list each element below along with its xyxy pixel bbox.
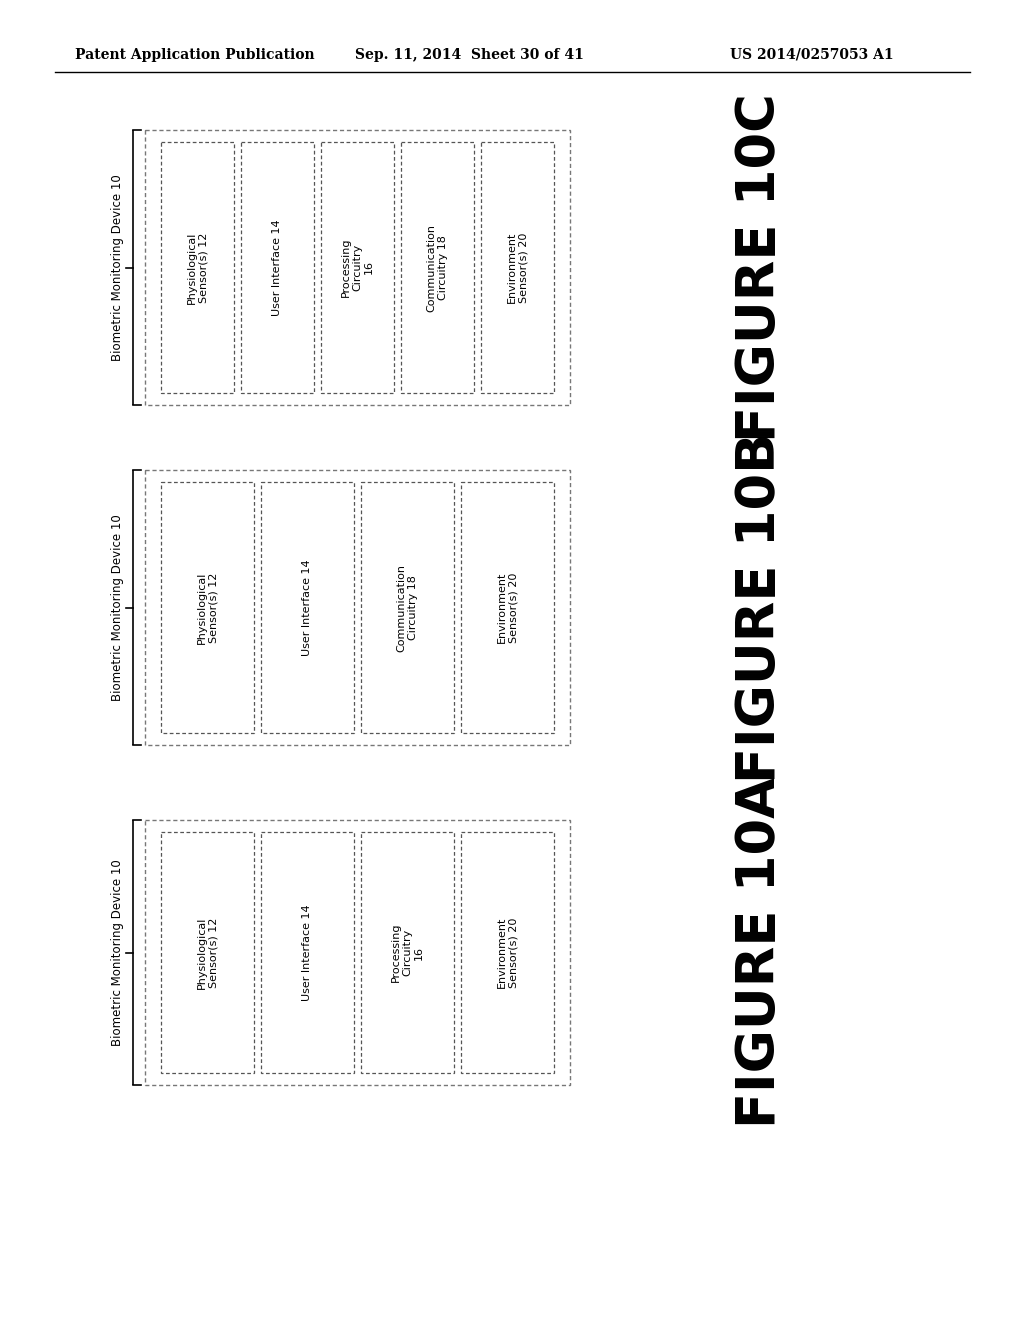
- Text: FIGURE 10B: FIGURE 10B: [734, 433, 786, 783]
- Text: US 2014/0257053 A1: US 2014/0257053 A1: [730, 48, 894, 62]
- Bar: [161, 143, 234, 393]
- Bar: [461, 832, 554, 1073]
- Text: Environment
Sensor(s) 20: Environment Sensor(s) 20: [497, 917, 518, 989]
- Text: Processing
Circuitry
16: Processing Circuitry 16: [391, 923, 424, 982]
- Text: FIGURE 10A: FIGURE 10A: [734, 777, 786, 1129]
- Text: Physiological
Sensor(s) 12: Physiological Sensor(s) 12: [197, 572, 218, 644]
- Bar: [361, 832, 454, 1073]
- Text: Biometric Monitoring Device 10: Biometric Monitoring Device 10: [111, 859, 124, 1045]
- Bar: [145, 129, 570, 405]
- Bar: [321, 143, 394, 393]
- Text: Physiological
Sensor(s) 12: Physiological Sensor(s) 12: [186, 231, 208, 304]
- Text: Environment
Sensor(s) 20: Environment Sensor(s) 20: [507, 232, 528, 304]
- Bar: [461, 482, 554, 733]
- Bar: [241, 143, 314, 393]
- Text: Communication
Circuitry 18: Communication Circuitry 18: [396, 564, 418, 652]
- Text: Environment
Sensor(s) 20: Environment Sensor(s) 20: [497, 572, 518, 643]
- Text: Biometric Monitoring Device 10: Biometric Monitoring Device 10: [111, 174, 124, 360]
- Bar: [145, 470, 570, 744]
- Text: Biometric Monitoring Device 10: Biometric Monitoring Device 10: [111, 513, 124, 701]
- Text: Communication
Circuitry 18: Communication Circuitry 18: [427, 223, 449, 312]
- Bar: [261, 482, 354, 733]
- Text: User Interface 14: User Interface 14: [272, 219, 283, 315]
- Text: Sep. 11, 2014  Sheet 30 of 41: Sep. 11, 2014 Sheet 30 of 41: [355, 48, 584, 62]
- Bar: [161, 832, 254, 1073]
- Text: User Interface 14: User Interface 14: [302, 560, 312, 656]
- Bar: [161, 482, 254, 733]
- Bar: [261, 832, 354, 1073]
- Bar: [145, 820, 570, 1085]
- Text: User Interface 14: User Interface 14: [302, 904, 312, 1001]
- Bar: [481, 143, 554, 393]
- Text: Processing
Circuitry
16: Processing Circuitry 16: [341, 238, 374, 297]
- Text: Patent Application Publication: Patent Application Publication: [75, 48, 314, 62]
- Bar: [361, 482, 454, 733]
- Bar: [401, 143, 474, 393]
- Text: FIGURE 10C: FIGURE 10C: [734, 94, 786, 442]
- Text: Physiological
Sensor(s) 12: Physiological Sensor(s) 12: [197, 916, 218, 989]
